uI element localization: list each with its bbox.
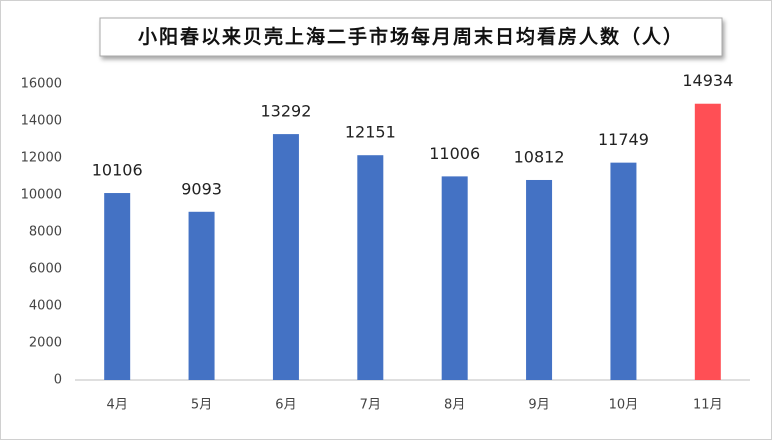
y-tick-label: 10000 — [21, 188, 62, 203]
data-label: 10106 — [92, 161, 143, 180]
y-tick-label: 2000 — [29, 336, 62, 351]
data-label: 11749 — [598, 130, 649, 149]
y-tick-label: 6000 — [29, 262, 62, 277]
x-tick-label: 9月 — [528, 398, 549, 413]
y-tick-label: 4000 — [29, 299, 62, 314]
bar — [188, 211, 215, 380]
x-tick-label: 5月 — [191, 398, 212, 413]
bar — [441, 176, 468, 380]
x-tick-label: 6月 — [275, 398, 296, 413]
y-tick-label: 14000 — [21, 114, 62, 129]
bar — [526, 179, 553, 380]
bar — [610, 162, 637, 380]
data-label: 12151 — [345, 123, 396, 142]
data-label: 10812 — [514, 147, 565, 166]
bar — [694, 103, 721, 380]
bar — [357, 155, 384, 380]
bar — [104, 193, 131, 380]
data-label: 13292 — [260, 102, 311, 121]
x-tick-label: 11月 — [693, 398, 723, 413]
y-tick-label: 0 — [54, 373, 62, 388]
title-box — [99, 17, 723, 57]
x-tick-label: 10月 — [609, 398, 639, 413]
x-tick-label: 7月 — [360, 398, 381, 413]
y-tick-label: 8000 — [29, 225, 62, 240]
chart-title: 小阳春以来贝壳上海二手市场每月周末日均看房人数（人） — [138, 25, 684, 48]
data-label: 14934 — [682, 71, 733, 90]
bar — [272, 134, 299, 380]
y-tick-label: 16000 — [21, 77, 62, 92]
data-label: 9093 — [181, 179, 222, 198]
x-tick-label: 4月 — [107, 398, 128, 413]
x-tick-label: 8月 — [444, 398, 465, 413]
y-tick-label: 12000 — [21, 151, 62, 166]
data-label: 11006 — [429, 144, 480, 163]
